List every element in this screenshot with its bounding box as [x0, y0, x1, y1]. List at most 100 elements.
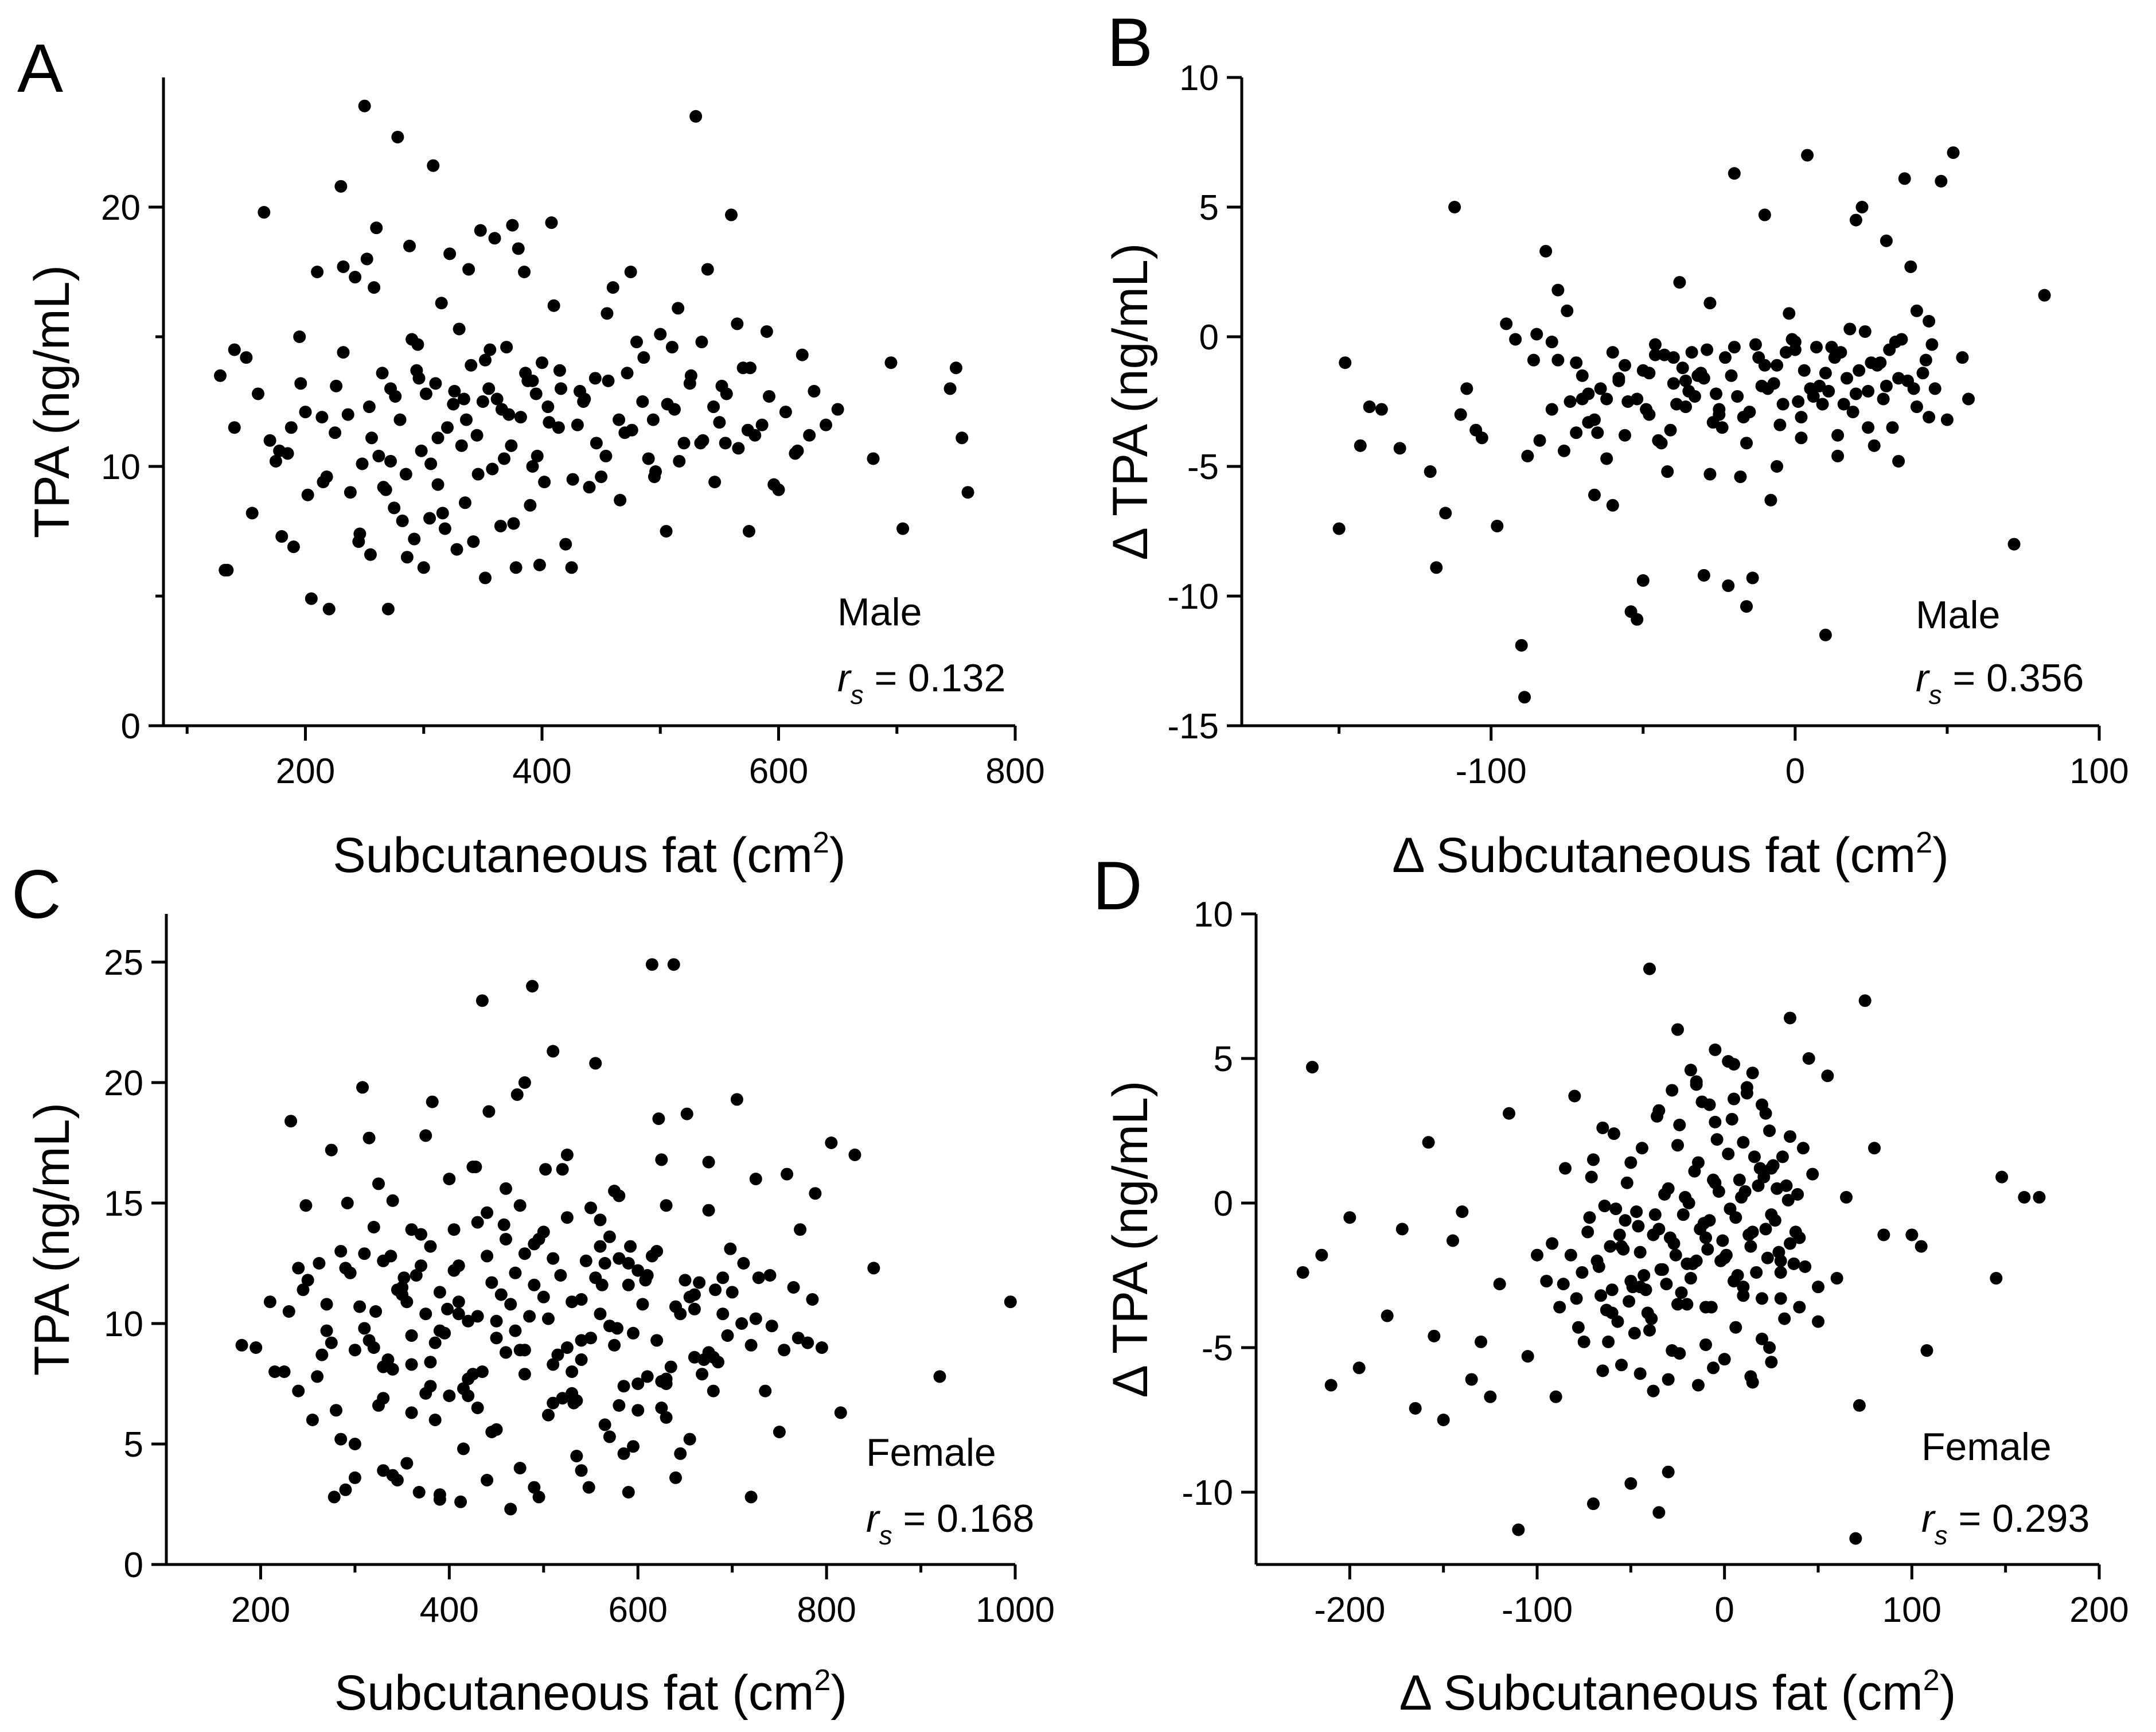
data-point-b — [1877, 392, 1890, 406]
data-point-a — [403, 239, 416, 252]
data-point-b — [1801, 149, 1814, 162]
data-point-b — [1363, 400, 1376, 414]
data-point-b — [1706, 416, 1720, 429]
data-point-d — [1915, 1240, 1928, 1253]
data-point-a — [649, 465, 662, 478]
data-point-d — [1503, 1107, 1515, 1120]
x-tick-label-a: 600 — [749, 752, 808, 791]
x-axis-title-superscript: 2 — [814, 1664, 831, 1697]
data-point-a — [458, 496, 471, 509]
data-point-d — [1796, 1142, 1810, 1155]
data-point-b — [1925, 338, 1939, 351]
data-point-d — [1422, 1136, 1435, 1149]
panel-c: 200 400 600 800 1000 0 5 10 15 20 25 C Subcutaneous … — [11, 856, 1055, 1721]
data-point-b — [1883, 343, 1896, 356]
data-point-d — [1688, 1165, 1701, 1178]
data-point-b — [1846, 406, 1859, 419]
y-tick-label-d: 5 — [1214, 1040, 1233, 1079]
data-point-b — [1910, 304, 1923, 317]
data-point-d — [1607, 1127, 1620, 1141]
data-point-d — [1602, 1335, 1615, 1348]
data-point-a — [506, 219, 519, 232]
data-point-a — [518, 266, 531, 278]
x-tick-label-d: 0 — [1714, 1590, 1734, 1630]
data-point-c — [582, 1481, 595, 1494]
data-point-d — [1512, 1523, 1525, 1536]
data-point-b — [1515, 639, 1528, 652]
y-tick-label-a: 0 — [121, 707, 141, 746]
x-axis-title-superscript: 2 — [1923, 1664, 1940, 1697]
data-point-b — [1923, 314, 1936, 328]
data-point-a — [441, 421, 454, 434]
data-point-c — [547, 1396, 560, 1410]
y-tick-label-c: 10 — [104, 1305, 143, 1344]
data-point-a — [447, 398, 460, 411]
data-point-a — [273, 444, 286, 457]
data-point-a — [320, 470, 333, 484]
data-point-d — [1684, 1272, 1697, 1285]
data-point-c — [806, 1293, 819, 1306]
data-point-a — [867, 452, 880, 465]
data-point-b — [1697, 569, 1710, 582]
data-point-c — [575, 1353, 588, 1366]
data-point-c — [735, 1317, 748, 1330]
y-tick-label-a: 10 — [101, 447, 141, 487]
data-point-d — [1662, 1373, 1675, 1386]
data-point-b — [1862, 384, 1875, 398]
data-point-c — [518, 1076, 531, 1089]
data-point-c — [575, 1334, 588, 1347]
data-point-c — [679, 1274, 692, 1287]
data-point-c — [339, 1483, 352, 1496]
data-point-c — [867, 1262, 880, 1275]
data-point-d — [1437, 1414, 1450, 1426]
data-point-c — [334, 1433, 348, 1446]
y-tick-label-d: 10 — [1194, 895, 1233, 935]
data-point-c — [542, 1408, 555, 1422]
data-point-d — [1343, 1211, 1356, 1224]
data-point-a — [531, 449, 544, 462]
data-point-c — [594, 1213, 607, 1227]
data-point-b — [1703, 468, 1717, 481]
annotation-correlation-a: rs = 0.132 — [837, 656, 1005, 710]
data-point-a — [505, 439, 518, 452]
data-point-c — [377, 1392, 390, 1405]
data-point-a — [665, 341, 679, 354]
data-point-d — [1617, 1243, 1630, 1256]
data-point-b — [1728, 167, 1741, 180]
data-point-c — [631, 1264, 645, 1277]
data-point-d — [1703, 1214, 1716, 1227]
data-point-c — [462, 1390, 475, 1402]
data-point-b — [1904, 260, 1917, 273]
data-point-d — [1784, 1011, 1796, 1025]
r-subscript: s — [879, 1520, 892, 1550]
data-point-a — [767, 478, 781, 491]
data-point-a — [453, 322, 466, 336]
data-point-d — [1990, 1272, 2003, 1285]
data-point-b — [1354, 439, 1367, 452]
data-point-c — [773, 1426, 786, 1438]
data-point-c — [475, 994, 489, 1007]
data-point-d — [1675, 1286, 1688, 1299]
y-tick-label-d: 0 — [1214, 1184, 1233, 1224]
data-point-d — [1718, 1353, 1731, 1366]
data-point-a — [341, 408, 354, 421]
y-tick-label-c: 5 — [124, 1425, 143, 1465]
data-point-c — [424, 1356, 437, 1369]
data-point-d — [1324, 1379, 1338, 1392]
data-point-b — [1530, 328, 1543, 341]
data-point-c — [518, 1344, 531, 1357]
data-point-c — [667, 958, 680, 971]
data-point-a — [322, 602, 336, 616]
data-point-c — [348, 1438, 361, 1450]
data-point-c — [749, 1173, 762, 1185]
x-tick-label-c: 800 — [797, 1590, 856, 1630]
data-point-b — [1785, 333, 1799, 346]
data-point-c — [490, 1332, 503, 1345]
data-point-d — [1742, 1228, 1756, 1241]
data-point-d — [1744, 1240, 1757, 1253]
data-point-a — [240, 351, 253, 364]
data-point-d — [1381, 1309, 1394, 1322]
data-point-d — [1632, 1220, 1645, 1233]
data-point-a — [460, 413, 473, 426]
data-point-c — [683, 1290, 696, 1303]
